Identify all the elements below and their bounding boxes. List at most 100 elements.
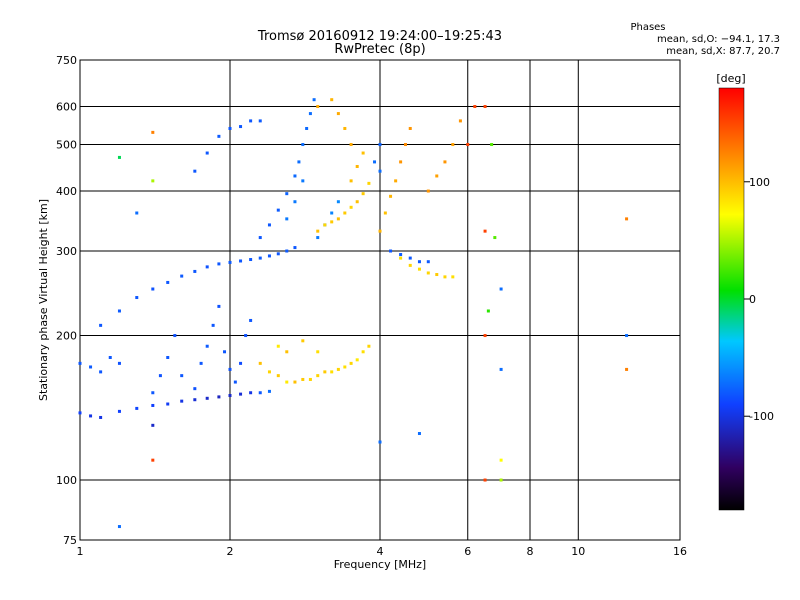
data-point	[625, 334, 629, 338]
data-point	[233, 380, 237, 384]
data-point	[239, 259, 243, 263]
data-point	[99, 323, 103, 327]
data-point	[349, 143, 353, 147]
data-point	[499, 287, 503, 291]
data-point	[408, 126, 412, 130]
data-point	[493, 236, 497, 240]
data-point	[336, 367, 340, 371]
data-point	[378, 143, 382, 147]
data-point	[451, 275, 455, 279]
chart-title-line1: Tromsø 20160912 19:24:00–19:25:43	[257, 29, 502, 44]
data-point	[267, 389, 271, 393]
data-point	[426, 189, 430, 193]
data-point	[625, 217, 629, 221]
data-point	[499, 458, 503, 462]
data-point	[301, 339, 305, 343]
y-tick-label: 75	[63, 534, 77, 547]
data-point	[151, 423, 155, 427]
data-point	[361, 192, 365, 196]
data-point	[117, 155, 121, 159]
data-point	[483, 478, 487, 482]
data-point	[217, 134, 221, 138]
data-point	[135, 406, 139, 410]
chart-title-line2: RwPretec (8p)	[334, 42, 425, 57]
data-point	[267, 223, 271, 227]
y-tick-label: 500	[56, 139, 77, 152]
data-point	[330, 220, 334, 224]
data-point	[173, 334, 177, 338]
data-point	[316, 229, 320, 233]
data-point	[205, 344, 209, 348]
data-point	[151, 458, 155, 462]
data-point	[293, 246, 297, 250]
data-point	[293, 380, 297, 384]
data-point	[285, 350, 289, 354]
data-point	[473, 105, 477, 109]
data-point	[267, 370, 271, 374]
data-point	[293, 174, 297, 178]
data-point	[205, 396, 209, 400]
data-point	[193, 398, 197, 402]
y-tick-label: 600	[56, 101, 77, 114]
data-point	[89, 414, 93, 418]
data-point	[483, 229, 487, 233]
data-point	[349, 179, 353, 183]
data-point	[276, 374, 280, 378]
data-point	[403, 143, 407, 147]
stats-line-o: mean, sd,O: −94.1, 17.3	[657, 34, 780, 45]
data-point	[239, 361, 243, 365]
data-point	[343, 211, 347, 215]
data-point	[490, 143, 494, 147]
data-point	[99, 415, 103, 419]
data-point	[330, 98, 334, 102]
axis-ticks: 1 2 4 6 8 10 16 75 100 200 300 400 500 600 750	[56, 54, 687, 558]
data-point	[135, 296, 139, 300]
data-point	[276, 344, 280, 348]
colorbar-label: [deg]	[716, 72, 745, 85]
data-point	[367, 181, 371, 185]
data-point	[193, 387, 197, 391]
data-point	[499, 478, 503, 482]
data-point	[258, 236, 262, 240]
data-point	[499, 367, 503, 371]
data-point	[323, 223, 327, 227]
data-point	[228, 394, 232, 398]
data-point	[451, 143, 455, 147]
data-point	[166, 402, 170, 406]
data-point	[193, 269, 197, 273]
data-point	[426, 260, 430, 264]
data-point	[151, 403, 155, 407]
data-point	[389, 194, 393, 198]
data-point	[205, 265, 209, 269]
data-point	[211, 323, 215, 327]
data-point	[267, 254, 271, 258]
data-point	[378, 169, 382, 173]
x-tick-label: 8	[527, 545, 534, 558]
data-point	[249, 258, 253, 262]
data-point	[316, 350, 320, 354]
data-point	[180, 399, 184, 403]
y-tick-label: 100	[56, 474, 77, 487]
stats-heading: Phases	[630, 22, 665, 33]
data-point	[293, 200, 297, 204]
data-point	[258, 256, 262, 260]
data-point	[117, 361, 121, 365]
data-point	[305, 126, 309, 130]
data-point	[625, 367, 629, 371]
data-point	[336, 112, 340, 116]
data-point	[151, 391, 155, 395]
data-point	[223, 350, 227, 354]
data-point	[276, 252, 280, 256]
x-tick-label: 2	[227, 545, 234, 558]
data-point	[89, 365, 93, 369]
data-point	[443, 275, 447, 279]
data-point	[285, 380, 289, 384]
data-point	[308, 377, 312, 381]
data-point	[426, 271, 430, 275]
data-point	[308, 112, 312, 116]
colorbar	[718, 87, 745, 511]
data-points	[78, 98, 629, 529]
data-point	[166, 355, 170, 359]
data-point	[417, 267, 421, 271]
stats-line-x: mean, sd,X: 87.7, 20.7	[666, 46, 780, 57]
